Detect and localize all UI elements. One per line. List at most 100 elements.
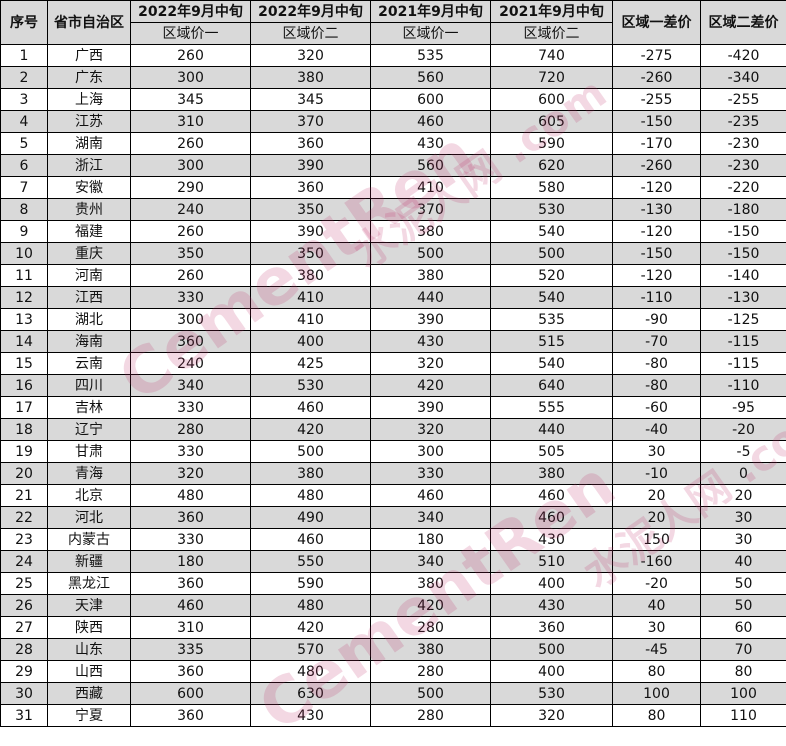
cell-price1-2021: 500 xyxy=(371,243,491,265)
cell-price2-2022: 420 xyxy=(251,419,371,441)
cell-diff2: -150 xyxy=(701,243,786,265)
cell-diff2: -140 xyxy=(701,265,786,287)
cell-diff1: -120 xyxy=(613,177,701,199)
cell-price1-2021: 500 xyxy=(371,683,491,705)
cell-price2-2021: 530 xyxy=(491,199,613,221)
cell-price2-2021: 515 xyxy=(491,331,613,353)
cell-price2-2022: 380 xyxy=(251,463,371,485)
cell-diff2: -110 xyxy=(701,375,786,397)
cell-price2-2021: 530 xyxy=(491,683,613,705)
cell-price1-2021: 430 xyxy=(371,133,491,155)
cell-diff1: -40 xyxy=(613,419,701,441)
cell-diff1: 100 xyxy=(613,683,701,705)
cell-diff1: -70 xyxy=(613,331,701,353)
cell-diff1: -150 xyxy=(613,111,701,133)
cell-diff2: 0 xyxy=(701,463,786,485)
cell-diff1: -45 xyxy=(613,639,701,661)
cell-price1-2022: 280 xyxy=(131,419,251,441)
cell-diff1: 30 xyxy=(613,617,701,639)
header-2022-a: 2022年9月中旬 xyxy=(131,1,251,23)
cell-region: 海南 xyxy=(48,331,131,353)
cell-region: 江西 xyxy=(48,287,131,309)
cell-index: 10 xyxy=(1,243,48,265)
cell-price1-2022: 335 xyxy=(131,639,251,661)
cell-price2-2022: 480 xyxy=(251,485,371,507)
cell-price1-2022: 600 xyxy=(131,683,251,705)
cell-diff1: -150 xyxy=(613,243,701,265)
cell-price2-2022: 480 xyxy=(251,661,371,683)
cell-price2-2021: 510 xyxy=(491,551,613,573)
cell-price2-2021: 440 xyxy=(491,419,613,441)
cell-price1-2021: 280 xyxy=(371,617,491,639)
cell-region: 广东 xyxy=(48,67,131,89)
cell-price1-2022: 240 xyxy=(131,199,251,221)
cell-price1-2021: 380 xyxy=(371,221,491,243)
cell-price2-2022: 390 xyxy=(251,155,371,177)
cell-price2-2021: 740 xyxy=(491,45,613,67)
cell-price2-2022: 430 xyxy=(251,705,371,727)
cell-diff1: -10 xyxy=(613,463,701,485)
cell-price1-2021: 340 xyxy=(371,507,491,529)
cell-index: 24 xyxy=(1,551,48,573)
cell-diff1: -160 xyxy=(613,551,701,573)
cell-price1-2021: 535 xyxy=(371,45,491,67)
cell-index: 12 xyxy=(1,287,48,309)
cell-diff2: 60 xyxy=(701,617,786,639)
cell-region: 江苏 xyxy=(48,111,131,133)
cell-price1-2021: 320 xyxy=(371,419,491,441)
cell-price1-2021: 320 xyxy=(371,353,491,375)
cell-price2-2021: 520 xyxy=(491,265,613,287)
cell-price2-2022: 410 xyxy=(251,309,371,331)
cell-price1-2022: 300 xyxy=(131,309,251,331)
cell-diff2: 50 xyxy=(701,595,786,617)
cell-region: 上海 xyxy=(48,89,131,111)
cell-region: 青海 xyxy=(48,463,131,485)
header-region: 省市自治区 xyxy=(48,1,131,45)
cell-price2-2022: 570 xyxy=(251,639,371,661)
cell-index: 19 xyxy=(1,441,48,463)
cell-price1-2022: 350 xyxy=(131,243,251,265)
cell-price1-2021: 280 xyxy=(371,661,491,683)
cell-region: 重庆 xyxy=(48,243,131,265)
cell-price1-2022: 330 xyxy=(131,529,251,551)
cell-price1-2021: 410 xyxy=(371,177,491,199)
cell-index: 1 xyxy=(1,45,48,67)
cell-price1-2022: 310 xyxy=(131,111,251,133)
cell-price2-2021: 320 xyxy=(491,705,613,727)
cell-diff2: -115 xyxy=(701,331,786,353)
cell-price1-2022: 360 xyxy=(131,331,251,353)
cell-diff2: -115 xyxy=(701,353,786,375)
cell-diff2: -220 xyxy=(701,177,786,199)
cell-diff1: 40 xyxy=(613,595,701,617)
cell-price1-2021: 420 xyxy=(371,375,491,397)
cell-index: 5 xyxy=(1,133,48,155)
cell-price1-2022: 240 xyxy=(131,353,251,375)
cell-diff1: -260 xyxy=(613,155,701,177)
cell-diff1: -80 xyxy=(613,353,701,375)
cell-price2-2021: 540 xyxy=(491,221,613,243)
cell-price2-2021: 540 xyxy=(491,353,613,375)
cell-diff2: -125 xyxy=(701,309,786,331)
header-index: 序号 xyxy=(1,1,48,45)
cell-price2-2021: 720 xyxy=(491,67,613,89)
cell-index: 16 xyxy=(1,375,48,397)
cell-price1-2021: 390 xyxy=(371,397,491,419)
cell-region: 山西 xyxy=(48,661,131,683)
cell-region: 四川 xyxy=(48,375,131,397)
cell-price2-2021: 500 xyxy=(491,243,613,265)
cell-diff2: -230 xyxy=(701,155,786,177)
cell-price1-2021: 380 xyxy=(371,265,491,287)
cell-price1-2022: 360 xyxy=(131,705,251,727)
cell-price2-2021: 400 xyxy=(491,661,613,683)
cell-diff2: -20 xyxy=(701,419,786,441)
cell-price2-2021: 580 xyxy=(491,177,613,199)
cell-index: 13 xyxy=(1,309,48,331)
